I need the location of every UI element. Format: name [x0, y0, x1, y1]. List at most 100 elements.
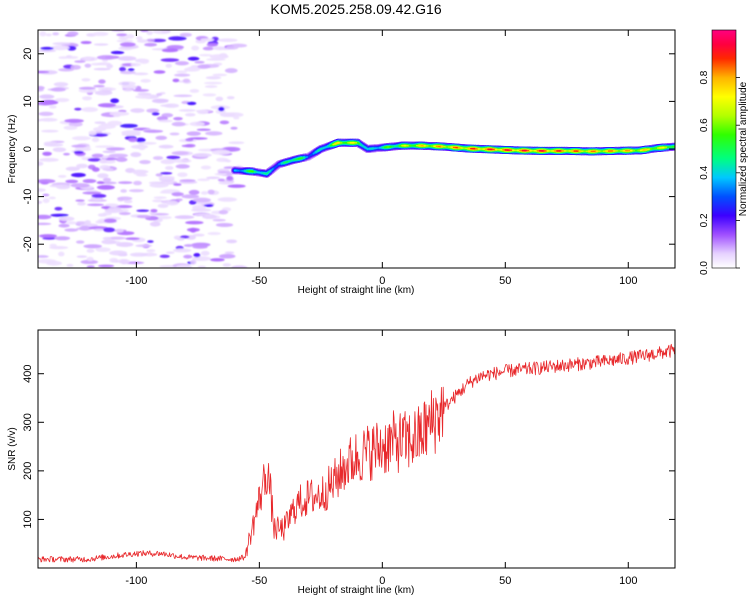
noise-blob — [183, 244, 195, 247]
noise-blob — [91, 167, 100, 172]
noise-blob — [151, 98, 169, 104]
noise-blob — [101, 239, 117, 245]
spectrogram-y-tick-label: 0 — [22, 146, 34, 152]
noise-blob — [146, 30, 153, 36]
noise-blob — [58, 56, 69, 60]
noise-blob — [82, 179, 97, 184]
noise-blob — [136, 214, 151, 219]
snr-panel: -100 -50 0 50 100 100 200 300 400 Height of stra… — [7, 329, 676, 596]
noise-blob — [39, 117, 58, 122]
noise-blob — [98, 264, 115, 268]
noise-blob — [161, 48, 179, 53]
noise-blob — [151, 199, 164, 203]
noise-blob — [130, 62, 142, 67]
noise-blob — [137, 141, 157, 145]
noise-blob — [160, 172, 173, 175]
noise-blob — [136, 36, 143, 40]
noise-blob — [225, 159, 232, 163]
noise-blob — [204, 81, 223, 85]
noise-blob — [218, 106, 225, 112]
noise-blob — [102, 150, 116, 154]
noise-blob — [94, 145, 115, 148]
noise-blob — [116, 39, 134, 43]
noise-blob — [38, 222, 52, 226]
noise-blob — [153, 70, 166, 74]
noise-blob — [200, 191, 209, 195]
noise-blob — [218, 170, 227, 174]
noise-blob — [228, 141, 245, 145]
noise-blob — [164, 166, 174, 171]
noise-blob — [202, 214, 221, 220]
noise-blob — [202, 46, 214, 51]
noise-blob — [76, 163, 88, 169]
snr-frame — [37, 329, 676, 569]
noise-blob — [41, 129, 59, 133]
noise-blob — [93, 43, 109, 46]
noise-blob — [138, 146, 146, 151]
noise-blob — [109, 257, 119, 263]
noise-blob — [38, 178, 56, 184]
noise-blob — [98, 79, 106, 84]
noise-blob — [188, 189, 200, 195]
snr-series-line — [38, 343, 675, 563]
noise-blob — [86, 248, 95, 253]
noise-blob — [171, 151, 189, 156]
noise-blob — [186, 131, 201, 136]
noise-blob — [224, 251, 235, 255]
noise-blob — [91, 137, 100, 143]
noise-blob — [128, 189, 144, 193]
noise-blob — [38, 200, 43, 204]
noise-blob — [63, 152, 70, 156]
noise-blob — [204, 85, 218, 88]
noise-blob — [197, 265, 207, 268]
noise-blob — [82, 191, 102, 195]
noise-blob — [117, 196, 133, 201]
snr-ticks: -100 -50 0 50 100 100 200 300 400 — [22, 330, 675, 587]
noise-blob — [207, 232, 221, 236]
noise-blob — [91, 193, 107, 198]
noise-blob — [71, 144, 87, 148]
snr-y-tick-label: 200 — [22, 462, 34, 480]
noise-blob — [183, 254, 193, 259]
noise-blob — [115, 204, 133, 209]
noise-blob — [212, 73, 228, 77]
spectrogram-y-tick-label: 10 — [22, 95, 34, 107]
noise-blob — [174, 215, 195, 220]
noise-blob — [54, 97, 70, 103]
noise-blob — [93, 67, 111, 71]
noise-blob — [181, 144, 194, 148]
noise-blob — [116, 33, 128, 37]
noise-blob — [132, 88, 150, 92]
noise-blob — [226, 96, 235, 100]
noise-blob — [106, 63, 114, 69]
noise-blob — [186, 227, 200, 232]
noise-blob — [119, 123, 138, 128]
noise-blob — [54, 206, 63, 211]
noise-blob — [121, 133, 141, 137]
noise-blob — [189, 88, 200, 93]
noise-blob — [52, 32, 60, 36]
noise-blob — [149, 221, 161, 227]
noise-blob — [74, 147, 92, 152]
snr-y-tick-label: 300 — [22, 413, 34, 431]
noise-blob — [128, 137, 138, 143]
noise-blob — [219, 253, 236, 259]
noise-blob — [176, 264, 193, 268]
noise-blob — [127, 68, 135, 72]
noise-blob — [110, 98, 120, 104]
noise-blob — [192, 244, 208, 249]
noise-blob — [38, 161, 44, 166]
noise-blob — [156, 116, 169, 121]
noise-blob — [136, 39, 149, 43]
noise-blob — [49, 243, 57, 248]
noise-blob — [88, 130, 97, 136]
noise-blob — [70, 183, 90, 188]
noise-blob — [209, 54, 229, 59]
noise-blob — [226, 239, 238, 244]
noise-blob — [65, 55, 73, 58]
noise-blob — [155, 173, 163, 177]
noise-blob — [203, 204, 214, 207]
noise-blob — [96, 181, 105, 185]
noise-blob — [226, 175, 234, 181]
